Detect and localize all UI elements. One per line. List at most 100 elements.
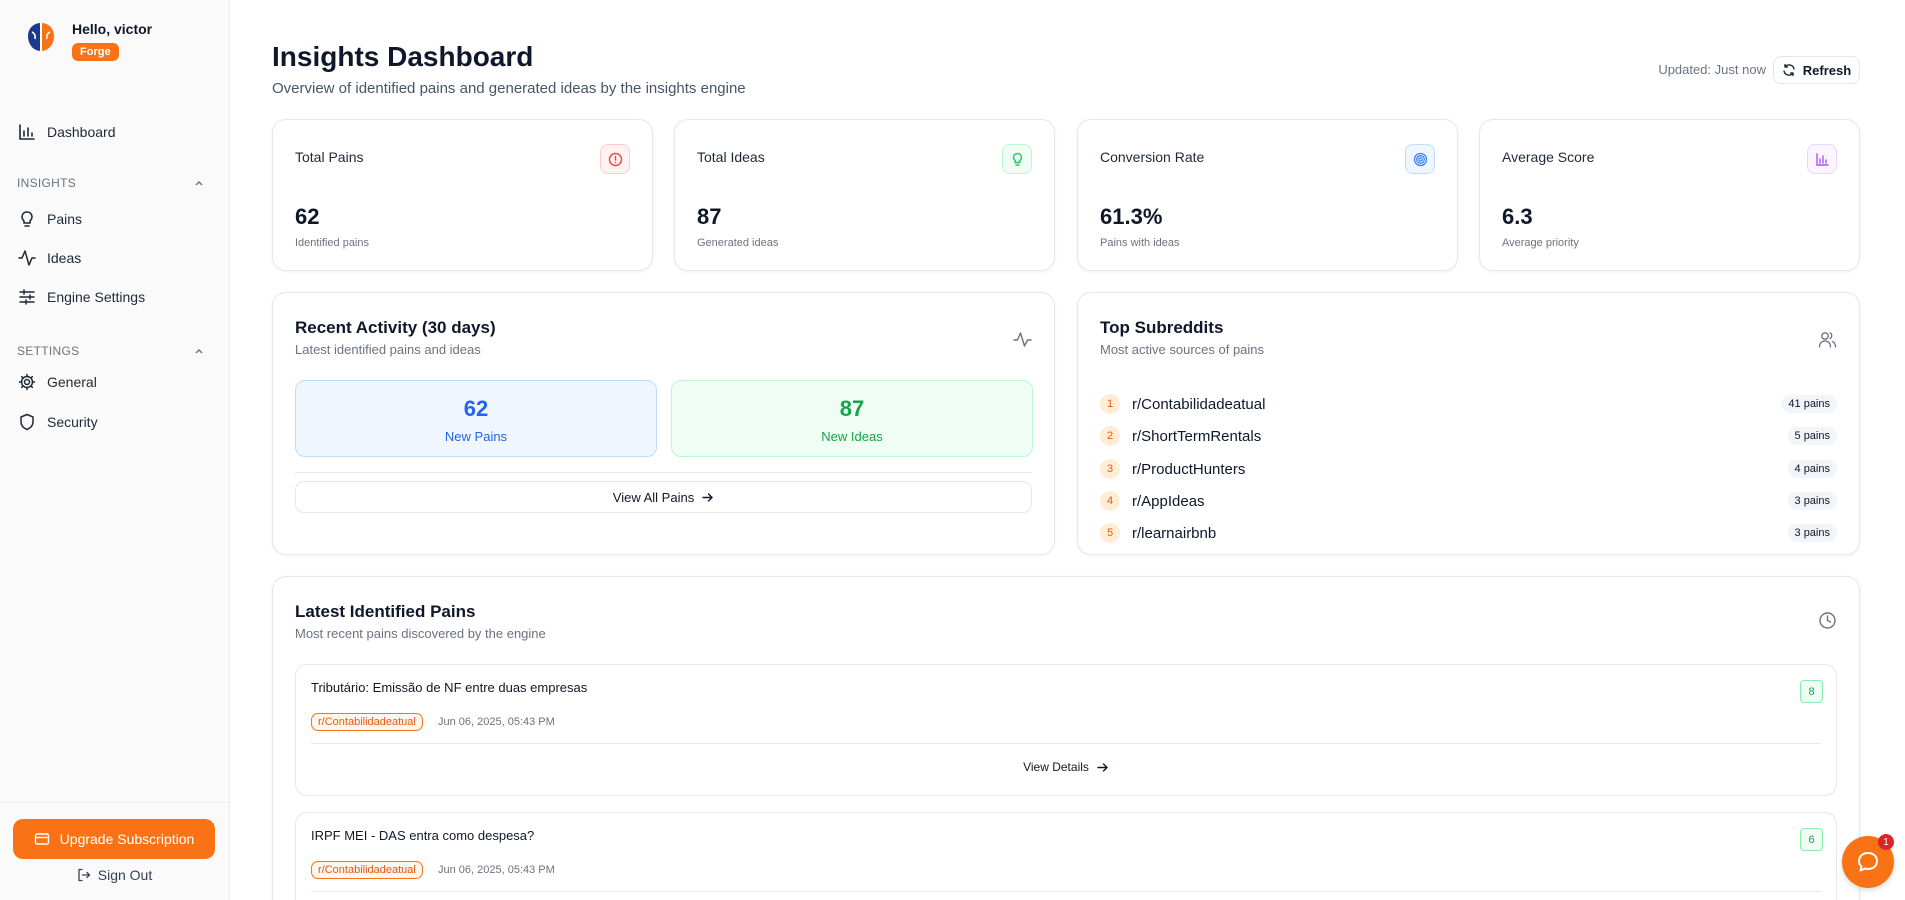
sidebar: Hello, victor Forge Dashboard INSIGHTS P… (0, 0, 230, 900)
subreddit-name[interactable]: r/AppIdeas (1132, 492, 1205, 510)
latest-pains-card: Latest Identified Pains Most recent pain… (272, 576, 1860, 900)
view-all-label: View All Pains (612, 489, 695, 505)
brain-logo-icon (28, 23, 54, 51)
settings-section-header[interactable]: SETTINGS (17, 344, 205, 358)
divider (311, 743, 1821, 744)
user-greeting: Hello, victor (72, 21, 153, 37)
sidebar-footer: Upgrade Subscription Sign Out (0, 802, 229, 900)
stat-card-total-pains: Total Pains 62 Identified pains (272, 119, 653, 271)
subreddit-name[interactable]: r/Contabilidadeatual (1132, 395, 1266, 413)
rank-badge: 3 (1100, 459, 1120, 479)
pain-count-badge: 3 pains (1787, 524, 1837, 542)
alert-circle-icon (600, 144, 630, 174)
top-subreddits-card: Top Subreddits Most active sources of pa… (1077, 292, 1860, 555)
card-title: Recent Activity (30 days) (295, 318, 496, 337)
rank-badge: 4 (1100, 491, 1120, 511)
stat-title: Average Score (1502, 149, 1595, 165)
sidebar-item-dashboard[interactable]: Dashboard (18, 119, 215, 145)
new-ideas-tile: 87 New Ideas (671, 380, 1033, 457)
refresh-button[interactable]: Refresh (1773, 56, 1860, 84)
stat-card-total-ideas: Total Ideas 87 Generated ideas (674, 119, 1055, 271)
pain-count-badge: 41 pains (1781, 395, 1837, 413)
refresh-icon (1783, 63, 1795, 77)
stat-sub: Identified pains (295, 237, 369, 249)
card-title: Latest Identified Pains (295, 602, 476, 621)
stat-value: 61.3% (1100, 204, 1163, 229)
subreddit-name[interactable]: r/learnairbnb (1132, 524, 1217, 542)
sidebar-item-ideas[interactable]: Ideas (18, 245, 215, 271)
subreddit-name[interactable]: r/ShortTermRentals (1132, 427, 1262, 445)
subreddit-row: 3 r/ProductHunters 4 pains (1100, 458, 1837, 480)
arrow-right-icon (1097, 762, 1108, 772)
stat-value: 87 (697, 204, 722, 229)
activity-icon (1013, 332, 1032, 347)
view-all-pains-button[interactable]: View All Pains (295, 481, 1032, 513)
subreddit-row: 1 r/Contabilidadeatual 41 pains (1100, 393, 1837, 415)
new-ideas-value: 87 (839, 396, 865, 421)
refresh-label: Refresh (1802, 62, 1852, 78)
subreddit-row: 2 r/ShortTermRentals 5 pains (1100, 425, 1837, 447)
sidebar-item-label: General (47, 374, 97, 390)
pain-count-badge: 3 pains (1787, 492, 1837, 510)
log-out-icon (78, 868, 90, 882)
insights-section-header[interactable]: INSIGHTS (17, 176, 205, 190)
subreddit-tag: r/Contabilidadeatual (311, 861, 423, 879)
pain-count-badge: 5 pains (1787, 427, 1837, 445)
view-details-button[interactable]: View Details (296, 760, 1836, 774)
sidebar-item-label: Pains (47, 211, 83, 227)
stat-sub: Pains with ideas (1100, 237, 1180, 249)
page-subtitle: Overview of identified pains and generat… (272, 80, 746, 97)
sign-out-label: Sign Out (97, 867, 153, 883)
new-ideas-label: New Ideas (821, 429, 883, 444)
page-title: Insights Dashboard (272, 41, 534, 72)
sidebar-item-label: Engine Settings (47, 289, 146, 305)
sidebar-item-pains[interactable]: Pains (18, 206, 215, 232)
card-title: Top Subreddits (1100, 318, 1224, 337)
subreddit-row: 5 r/learnairbnb 3 pains (1100, 522, 1837, 544)
stat-sub: Average priority (1502, 237, 1579, 249)
stat-title: Total Pains (295, 149, 364, 165)
credit-card-icon (34, 833, 49, 845)
divider (311, 891, 1821, 892)
target-icon (1405, 144, 1435, 174)
new-pains-value: 62 (463, 396, 489, 421)
divider (295, 472, 1032, 473)
clock-icon (1819, 612, 1836, 629)
sign-out-button[interactable]: Sign Out (0, 867, 229, 883)
plan-badge: Forge (72, 43, 119, 61)
sidebar-item-label: Dashboard (47, 124, 116, 140)
sidebar-item-security[interactable]: Security (18, 409, 215, 435)
activity-icon (18, 250, 36, 266)
users-icon (1818, 332, 1837, 348)
pain-item[interactable]: IRPF MEI - DAS entra como despesa? 6 r/C… (295, 812, 1837, 900)
subreddit-tag: r/Contabilidadeatual (311, 713, 423, 731)
arrow-right-icon (702, 492, 713, 502)
section-label: SETTINGS (17, 344, 80, 358)
pain-date: Jun 06, 2025, 05:43 PM (438, 864, 555, 876)
pain-title[interactable]: Tributário: Emissão de NF entre duas emp… (311, 680, 588, 695)
gear-icon (18, 373, 36, 391)
bar-chart-icon (1807, 144, 1837, 174)
rank-badge: 1 (1100, 394, 1120, 414)
card-subtitle: Latest identified pains and ideas (295, 342, 481, 357)
lightbulb-icon (21, 211, 33, 227)
sidebar-item-label: Ideas (47, 250, 82, 266)
subreddit-name[interactable]: r/ProductHunters (1132, 460, 1246, 478)
chevron-up-icon (195, 349, 203, 354)
sidebar-item-engine-settings[interactable]: Engine Settings (18, 284, 215, 310)
brand: Hello, victor Forge (24, 20, 152, 61)
score-badge: 8 (1800, 680, 1823, 703)
lightbulb-icon (1002, 144, 1032, 174)
stat-sub: Generated ideas (697, 237, 779, 249)
sidebar-item-label: Security (47, 414, 98, 430)
pain-count-badge: 4 pains (1787, 460, 1837, 478)
shield-icon (20, 413, 34, 431)
sliders-icon (19, 289, 35, 305)
rank-badge: 2 (1100, 426, 1120, 446)
score-badge: 6 (1800, 828, 1823, 851)
rank-badge: 5 (1100, 523, 1120, 543)
upgrade-subscription-button[interactable]: Upgrade Subscription (13, 819, 215, 859)
pain-title[interactable]: IRPF MEI - DAS entra como despesa? (311, 828, 535, 843)
sidebar-item-general[interactable]: General (18, 369, 215, 395)
pain-item[interactable]: Tributário: Emissão de NF entre duas emp… (295, 664, 1837, 796)
